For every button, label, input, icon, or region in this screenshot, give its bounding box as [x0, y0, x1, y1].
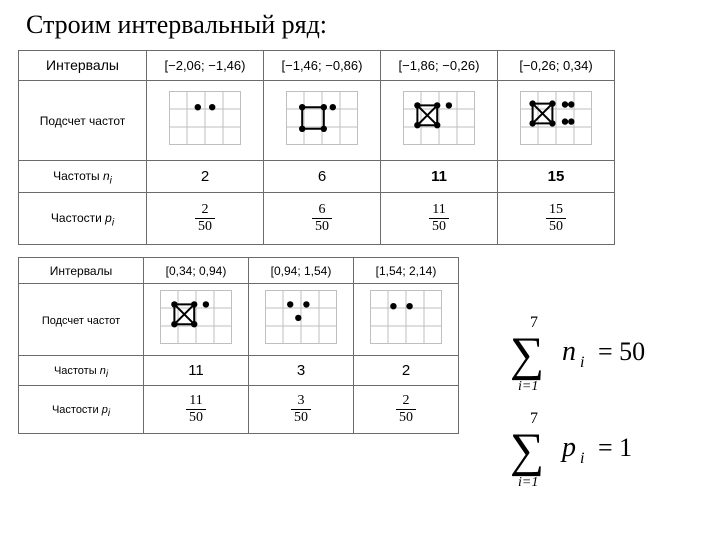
svg-text:∑: ∑: [510, 328, 544, 381]
label-intervals: Интервалы: [19, 51, 147, 81]
interval-table-1: Интервалы [−2,06; −1,46) [−1,46; −0,86) …: [18, 50, 615, 245]
svg-text:i: i: [580, 354, 584, 371]
label-tally: Подсчет частот: [19, 284, 144, 356]
freq-cell: 2: [147, 161, 264, 193]
label-freq: Частоты ni: [19, 161, 147, 193]
interval-cell: [0,94; 1,54): [249, 258, 354, 284]
svg-text:p: p: [560, 432, 576, 463]
rel-cell: 1550: [498, 193, 615, 245]
interval-cell: [1,54; 2,14): [354, 258, 459, 284]
tally-cell: [381, 81, 498, 161]
freq-cell: 2: [354, 356, 459, 386]
freq-cell: 11: [144, 356, 249, 386]
rel-cell: 350: [249, 386, 354, 434]
interval-cell: [−0,26; 0,34): [498, 51, 615, 81]
interval-cell: [−2,06; −1,46): [147, 51, 264, 81]
rel-cell: 250: [354, 386, 459, 434]
label-tally: Подсчет частот: [19, 81, 147, 161]
svg-text:i=1: i=1: [518, 379, 538, 394]
page-title: Строим интервальный ряд:: [26, 10, 702, 40]
interval-table-2: Интервалы [0,34; 0,94) [0,94; 1,54) [1,5…: [18, 257, 459, 434]
svg-text:= 50: = 50: [598, 337, 645, 366]
tally-cell: [498, 81, 615, 161]
freq-cell: 3: [249, 356, 354, 386]
tally-cell: [354, 284, 459, 356]
label-rel: Частости pi: [19, 193, 147, 245]
interval-cell: [0,34; 0,94): [144, 258, 249, 284]
rel-cell: 650: [264, 193, 381, 245]
rel-cell: 1150: [144, 386, 249, 434]
formulas-block: 7 ∑ i=1 n i = 50 7 ∑ i=1 p i = 1: [500, 310, 710, 502]
svg-text:= 1: = 1: [598, 433, 632, 462]
tally-cell: [147, 81, 264, 161]
label-freq: Частоты ni: [19, 356, 144, 386]
svg-text:n: n: [562, 336, 576, 367]
label-intervals: Интервалы: [19, 258, 144, 284]
interval-cell: [−1,46; −0,86): [264, 51, 381, 81]
svg-text:∑: ∑: [510, 424, 544, 477]
svg-text:i=1: i=1: [518, 475, 538, 490]
rel-cell: 250: [147, 193, 264, 245]
sum-p-formula: 7 ∑ i=1 p i = 1: [500, 406, 690, 496]
svg-text:i: i: [580, 450, 584, 467]
tally-cell: [249, 284, 354, 356]
freq-cell: 11: [381, 161, 498, 193]
sum-n-formula: 7 ∑ i=1 n i = 50: [500, 310, 690, 400]
rel-cell: 1150: [381, 193, 498, 245]
interval-cell: [−1,86; −0,26): [381, 51, 498, 81]
freq-cell: 15: [498, 161, 615, 193]
tally-cell: [144, 284, 249, 356]
label-rel: Частости pi: [19, 386, 144, 434]
freq-cell: 6: [264, 161, 381, 193]
tally-cell: [264, 81, 381, 161]
